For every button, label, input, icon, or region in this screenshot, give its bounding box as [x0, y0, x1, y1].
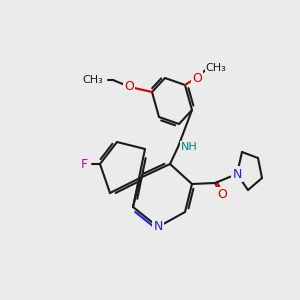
Text: O: O	[217, 188, 227, 202]
Text: O: O	[192, 71, 202, 85]
Text: N: N	[153, 220, 163, 233]
Text: CH₃: CH₃	[206, 63, 226, 73]
Text: O: O	[124, 80, 134, 94]
Text: CH₃: CH₃	[82, 75, 103, 85]
Text: N: N	[232, 167, 242, 181]
Text: F: F	[80, 158, 88, 170]
Text: NH: NH	[181, 142, 198, 152]
